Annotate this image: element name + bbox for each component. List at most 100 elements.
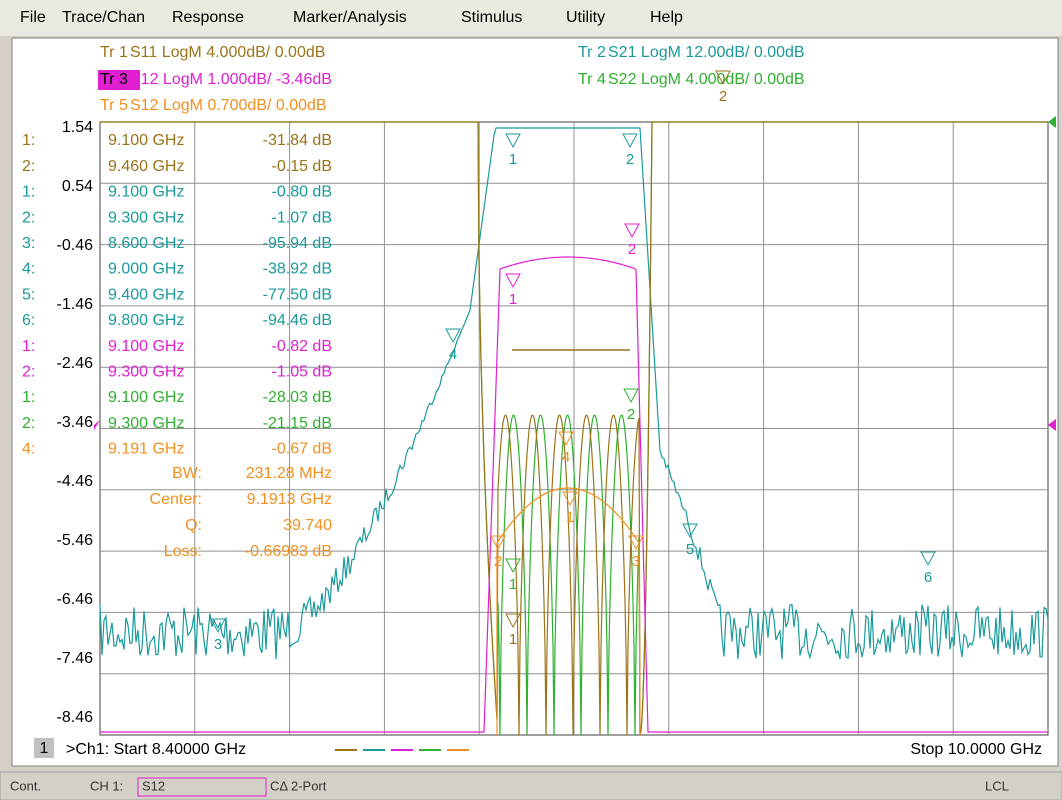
marker-freq: 9.800 GHz [108, 312, 184, 329]
marker-flag: 3 [632, 553, 640, 570]
marker-id: 5: [22, 286, 35, 303]
stat-value: -0.66983 dB [245, 543, 332, 560]
marker-flag: 2 [626, 151, 634, 168]
marker-id: 2: [22, 158, 35, 175]
trace-desc: S22 LogM 4.000dB/ 0.00dB [608, 71, 805, 88]
marker-id: 4: [22, 441, 35, 458]
start-freq: >Ch1: Start 8.40000 GHz [66, 741, 246, 758]
menu-bar [0, 0, 1062, 36]
marker-value: -28.03 dB [263, 389, 332, 406]
trace-label[interactable]: Tr 5 [100, 97, 128, 114]
display [11, 37, 1059, 767]
marker-triangle [505, 558, 521, 574]
marker-value: -0.82 dB [272, 338, 332, 355]
marker-value: -94.46 dB [263, 312, 332, 329]
marker-triangle [628, 535, 644, 551]
marker-value: -95.94 dB [263, 235, 332, 252]
menu-item[interactable]: File [20, 9, 46, 26]
marker-flag: 1 [509, 291, 517, 308]
marker-value: -0.80 dB [272, 184, 332, 201]
stat-name: BW: [172, 465, 202, 482]
status-param-box [137, 777, 267, 797]
marker-flag: 1 [509, 151, 517, 168]
trace-label[interactable]: Tr 1 [100, 44, 128, 61]
scale-label: -5.46 [57, 532, 94, 549]
marker-triangle [622, 133, 638, 149]
marker-id: 2: [22, 209, 35, 226]
marker-id: 1: [22, 184, 35, 201]
stop-freq: Stop 10.0000 GHz [910, 741, 1042, 758]
ref-arrow [94, 420, 100, 430]
trace-s11 [100, 121, 1048, 736]
marker-triangle [505, 613, 521, 629]
stat-value: 9.1913 GHz [247, 491, 332, 508]
marker-triangle [490, 535, 506, 551]
stat-value: 39.740 [283, 517, 332, 534]
status-remote: LCL [985, 778, 1009, 793]
scale-label: -2.46 [57, 355, 94, 372]
marker-freq: 9.100 GHz [108, 338, 184, 355]
trace-s12 [100, 256, 1048, 733]
marker-value: -1.05 dB [272, 364, 332, 381]
trace-desc: S12 LogM 0.700dB/ 0.00dB [130, 97, 327, 114]
status-channel: CH 1: [90, 778, 123, 793]
marker-flag: 5 [686, 541, 694, 558]
marker-freq: 9.100 GHz [108, 132, 184, 149]
stat-name: Loss: [164, 543, 202, 560]
marker-freq: 9.100 GHz [108, 389, 184, 406]
marker-value: -0.67 dB [272, 441, 332, 458]
marker-flag: 1 [566, 509, 574, 526]
marker-triangle [682, 523, 698, 539]
marker-value: -77.50 dB [263, 286, 332, 303]
marker-triangle [558, 431, 574, 447]
status-param[interactable]: S12 [142, 778, 165, 793]
marker-flag: 2 [494, 553, 502, 570]
scale-label: -4.46 [57, 473, 94, 490]
marker-flag: 2 [627, 406, 635, 423]
marker-value: -21.15 dB [263, 415, 332, 432]
scale-label: -8.46 [57, 709, 94, 726]
scale-label: -1.46 [57, 296, 94, 313]
marker-id: 6: [22, 312, 35, 329]
stat-name: Q: [185, 517, 202, 534]
scale-label: -0.46 [57, 237, 94, 254]
trace-label[interactable]: Tr 4 [578, 71, 606, 88]
channel-box [34, 738, 54, 758]
menu-item[interactable]: Trace/Chan [62, 9, 145, 26]
marker-value: -1.07 dB [272, 209, 332, 226]
menu-item[interactable]: Response [172, 9, 244, 26]
marker-id: 1: [22, 132, 35, 149]
trace-desc: S21 LogM 12.00dB/ 0.00dB [608, 44, 805, 61]
ref-arrow [1048, 116, 1056, 128]
marker-id: 1: [22, 389, 35, 406]
marker-flag: 2 [628, 241, 636, 258]
menu-item[interactable]: Utility [566, 9, 605, 26]
scale-label: 0.54 [62, 178, 93, 195]
scale-label: -3.46 [57, 414, 94, 431]
marker-flag: 2 [719, 88, 727, 105]
menu-item[interactable]: Help [650, 9, 683, 26]
marker-freq: 9.100 GHz [108, 184, 184, 201]
marker-freq: 8.600 GHz [108, 235, 184, 252]
marker-flag: 1 [509, 576, 517, 593]
marker-triangle [505, 133, 521, 149]
marker-freq: 9.191 GHz [108, 441, 184, 458]
marker-freq: 9.300 GHz [108, 209, 184, 226]
marker-triangle [505, 273, 521, 289]
marker-flag: 6 [924, 569, 932, 586]
menu-item[interactable]: Stimulus [461, 9, 522, 26]
menu-item[interactable]: Marker/Analysis [293, 9, 407, 26]
marker-id: 4: [22, 261, 35, 278]
stat-value: 231.28 MHz [246, 465, 332, 482]
marker-flag: 3 [214, 636, 222, 653]
marker-value: -31.84 dB [263, 132, 332, 149]
status-mode: Cont. [10, 778, 41, 793]
marker-freq: 9.400 GHz [108, 286, 184, 303]
marker-triangle [624, 223, 640, 239]
trace-label[interactable]: Tr 2 [578, 44, 606, 61]
status-bar [0, 771, 1062, 800]
trace-label[interactable]: Tr 3 [100, 71, 128, 88]
active-trace-highlight [98, 70, 140, 90]
trace-s12-zoom [496, 487, 641, 736]
